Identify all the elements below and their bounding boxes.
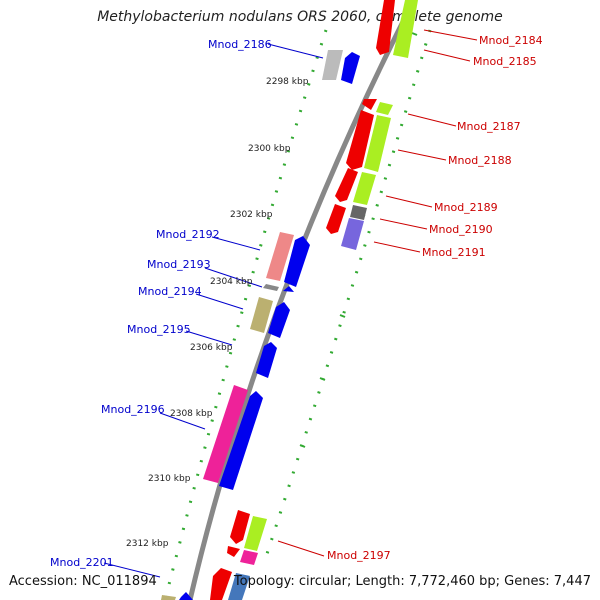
tick-label-2304: 2304 kbp <box>210 277 253 287</box>
cds-mnod-2190[interactable] <box>326 204 346 234</box>
cds-class-mnod-2196 <box>203 385 248 483</box>
gene-label-mnod-2189[interactable]: Mnod_2189 <box>434 201 498 214</box>
gene-label-mnod-2188[interactable]: Mnod_2188 <box>448 154 512 167</box>
gene-label-mnod-2195[interactable]: Mnod_2195 <box>127 323 191 336</box>
gene-label-mnod-2196[interactable]: Mnod_2196 <box>101 403 165 416</box>
leader-lines <box>103 29 478 578</box>
cds-class-mnod-2188 <box>364 115 391 172</box>
tick-label-2308: 2308 kbp <box>170 409 213 419</box>
cds-class-mnod-2194 <box>250 297 273 333</box>
cds-mnod-2194[interactable] <box>268 302 290 338</box>
gene-label-mnod-2185[interactable]: Mnod_2185 <box>473 55 537 68</box>
cds-mnod-2187[interactable] <box>362 99 377 110</box>
gene-label-mnod-2187[interactable]: Mnod_2187 <box>457 120 521 133</box>
gene-label-mnod-2191[interactable]: Mnod_2191 <box>422 246 486 259</box>
cds-class-mnod-2201 <box>161 595 176 600</box>
accession-text: Accession: NC_011894 <box>9 574 157 589</box>
tick-label-2298: 2298 kbp <box>266 77 309 87</box>
topology-text: Topology: circular; Length: 7,772,460 bp… <box>233 574 591 589</box>
tick-label-2306: 2306 kbp <box>190 343 233 353</box>
cds-class-mnod-2189 <box>353 172 376 205</box>
cds-class-reverse-blue <box>228 573 250 600</box>
cds-mnod-2184[interactable] <box>376 0 395 55</box>
cds-mnod-2196[interactable] <box>219 391 263 490</box>
cds-class-mnod-2197 <box>244 516 267 551</box>
tick-label-2300: 2300 kbp <box>248 144 291 154</box>
cds-class-mnod-2187 <box>376 102 393 115</box>
gene-label-mnod-2186[interactable]: Mnod_2186 <box>208 38 272 51</box>
cds-class-mnod-2191 <box>341 218 364 250</box>
cds-reverse-b <box>210 568 232 600</box>
cds-mnod-2186[interactable] <box>341 52 360 84</box>
tick-label-2302: 2302 kbp <box>230 210 273 220</box>
gene-label-mnod-2190[interactable]: Mnod_2190 <box>429 223 493 236</box>
cds-class-reverse-pink <box>240 550 258 565</box>
cds-class-mnod-2190 <box>350 205 367 220</box>
genome-backbone <box>187 0 417 600</box>
tick-label-2310: 2310 kbp <box>148 474 191 484</box>
cds-mnod-2188[interactable] <box>346 110 374 170</box>
cds-mnod-2189[interactable] <box>335 168 358 202</box>
cds-class-mnod-2192 <box>266 232 294 281</box>
cds-class-mnod-2184 <box>393 0 418 58</box>
cds-mnod-2201[interactable] <box>179 592 193 600</box>
cds-mnod-2193[interactable] <box>283 286 294 292</box>
inner-dotted-track <box>263 29 432 561</box>
gene-label-mnod-2194[interactable]: Mnod_2194 <box>138 285 202 298</box>
cds-mnod-2197[interactable] <box>230 510 250 544</box>
gene-label-mnod-2184[interactable]: Mnod_2184 <box>479 34 543 47</box>
cds-mnod-2192[interactable] <box>284 236 310 287</box>
gene-label-mnod-2197[interactable]: Mnod_2197 <box>327 549 391 562</box>
gene-label-mnod-2192[interactable]: Mnod_2192 <box>156 228 220 241</box>
gene-label-mnod-2193[interactable]: Mnod_2193 <box>147 258 211 271</box>
gene-label-mnod-2201[interactable]: Mnod_2201 <box>50 556 114 569</box>
cds-class-mnod-2186 <box>322 50 343 80</box>
cds-mnod-2195[interactable] <box>256 342 277 378</box>
tick-label-2312: 2312 kbp <box>126 539 169 549</box>
cds-class-mnod-2193 <box>263 284 279 291</box>
cds-reverse-a <box>227 546 240 557</box>
